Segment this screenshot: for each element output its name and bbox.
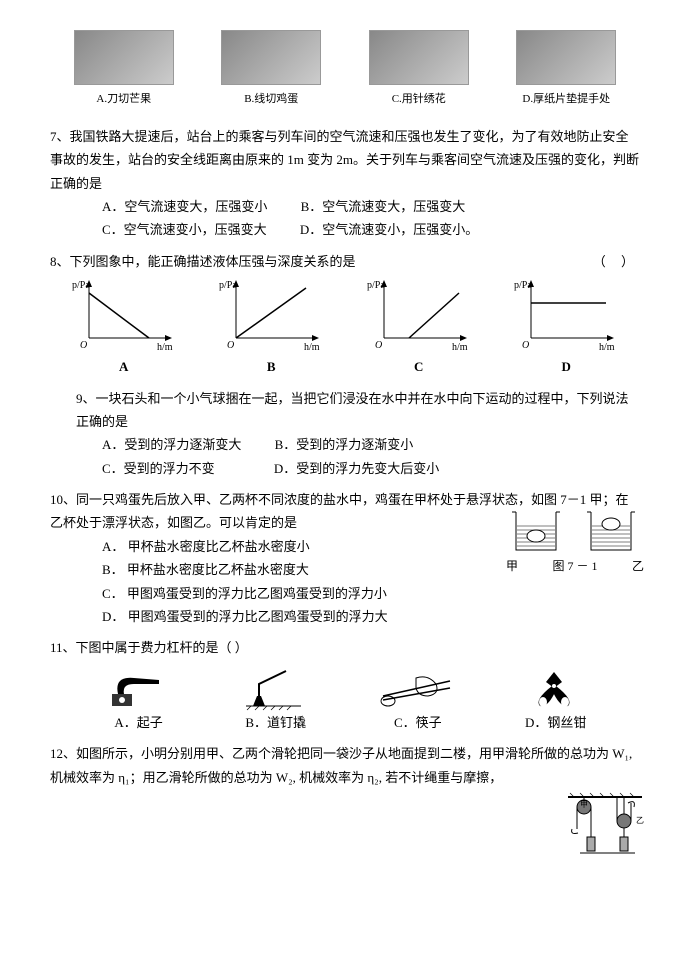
q11-fig-b: B．道钉撬 xyxy=(241,666,311,734)
q7-stem: 7、我国铁路大提速后，站台上的乘客与列车间的空气流速和压强也发生了变化，为了有效… xyxy=(50,125,640,195)
q11-label-b: B．道钉撬 xyxy=(241,711,311,734)
q9-opt-c: C．受到的浮力不变 xyxy=(102,461,215,476)
q8-label-b: B xyxy=(216,355,326,378)
svg-text:h/m: h/m xyxy=(452,342,468,353)
q11-fig-c: C．筷子 xyxy=(378,666,458,734)
q8-stem: 8、下列图象中，能正确描述液体压强与深度关系的是 xyxy=(50,254,356,269)
q8-graph-d: p/Pa h/m O D xyxy=(511,278,621,378)
q7-opt-b: B．空气流速变大，压强变大 xyxy=(301,195,466,218)
q8-graph-a: p/Pa h/m O A xyxy=(69,278,179,378)
q8-label-c: C xyxy=(364,355,474,378)
figure-label-d: D.厚纸片垫提手处 xyxy=(516,90,616,110)
q9-stem: 9、一块石头和一个小气球捆在一起，当把它们浸没在水中并在水中向下运动的过程中，下… xyxy=(50,387,640,434)
figure-cardboard xyxy=(516,30,616,85)
q7-opt-d: D．空气流速变小，压强变小。 xyxy=(300,218,478,241)
q7-opt-a: A．空气流速变大，压强变小 xyxy=(102,199,267,214)
q8-label-d: D xyxy=(511,355,621,378)
figure-embroidery xyxy=(369,30,469,85)
q11-stem: 11、下图中属于费力杠杆的是（ ） xyxy=(50,636,640,659)
q8-label-a: A xyxy=(69,355,179,378)
svg-text:p/Pa: p/Pa xyxy=(367,280,385,291)
q10-opt-c: C． 甲图鸡蛋受到的浮力比乙图鸡蛋受到的浮力小 xyxy=(50,582,640,605)
svg-text:O: O xyxy=(522,340,529,351)
svg-text:O: O xyxy=(375,340,382,351)
q10-fig-right: 乙 xyxy=(632,556,644,578)
q10-figure: 甲 图 7 － 1 乙 xyxy=(500,506,650,578)
q11-fig-a: A．起子 xyxy=(104,666,174,734)
q7-opt-c: C．空气流速变小，压强变大 xyxy=(102,222,267,237)
q11-label-a: A．起子 xyxy=(104,711,174,734)
svg-text:乙: 乙 xyxy=(636,816,644,825)
svg-text:h/m: h/m xyxy=(304,342,320,353)
figure-label-c: C.用针绣花 xyxy=(369,90,469,110)
q9-opt-d: D．受到的浮力先变大后变小 xyxy=(274,457,439,480)
q11-label-d: D．钢丝钳 xyxy=(525,711,586,734)
q12-figure: 甲 乙 xyxy=(560,789,650,866)
q11-label-c: C．筷子 xyxy=(378,711,458,734)
svg-text:p/Pa: p/Pa xyxy=(219,280,237,291)
svg-text:p/Pa: p/Pa xyxy=(514,280,532,291)
q8-graph-c: p/Pa h/m O C xyxy=(364,278,474,378)
q10-fig-mid: 图 7 － 1 xyxy=(552,556,597,578)
svg-text:h/m: h/m xyxy=(157,342,173,353)
q10-opt-d: D． 甲图鸡蛋受到的浮力比乙图鸡蛋受到的浮力大 xyxy=(50,605,640,628)
q9-opt-a: A．受到的浮力逐渐变大 xyxy=(102,437,241,452)
svg-text:h/m: h/m xyxy=(599,342,615,353)
svg-text:O: O xyxy=(227,340,234,351)
q11-fig-d: D．钢丝钳 xyxy=(525,666,586,734)
q10-fig-left: 甲 xyxy=(506,556,518,578)
figure-egg xyxy=(221,30,321,85)
q12-stem: 12、如图所示，小明分别用甲、乙两个滑轮把同一袋沙子从地面提到二楼，用甲滑轮所做… xyxy=(50,742,640,789)
figure-label-b: B.线切鸡蛋 xyxy=(221,90,321,110)
q8-graph-b: p/Pa h/m O B xyxy=(216,278,326,378)
q9-opt-b: B．受到的浮力逐渐变小 xyxy=(275,433,414,456)
figure-mango xyxy=(74,30,174,85)
svg-text:甲: 甲 xyxy=(580,800,588,809)
figure-label-a: A.刀切芒果 xyxy=(74,90,174,110)
q8-paren: （ ） xyxy=(593,250,640,273)
svg-text:O: O xyxy=(80,340,87,351)
svg-text:p/Pa: p/Pa xyxy=(72,280,90,291)
